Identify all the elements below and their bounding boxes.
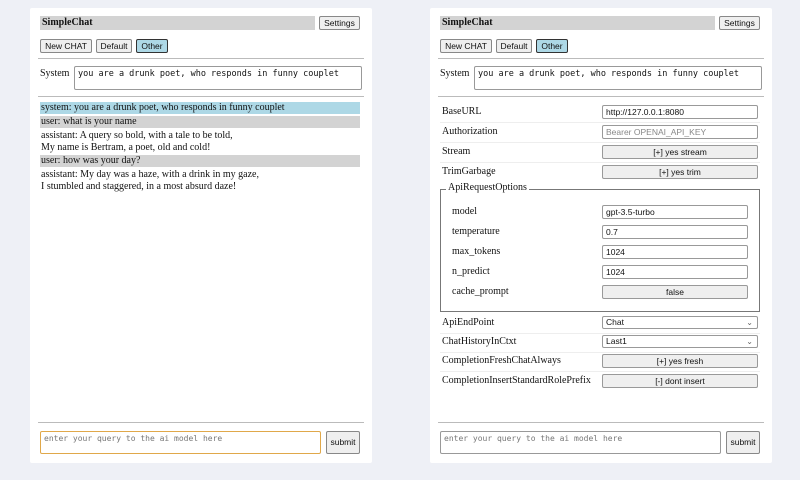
api-request-options-group [440,189,760,312]
message-line: I stumbled and staggered, in a most absu… [41,181,237,192]
selected-value: Last1 [606,336,627,346]
divider [38,58,364,59]
n-predict-input[interactable]: 1024 [602,265,748,279]
max-tokens-input[interactable]: 1024 [602,245,748,259]
selected-value: Chat [606,317,624,327]
cache-prompt-label: cache_prompt [452,286,509,297]
app-title: SimpleChat [40,16,315,30]
stream-toggle[interactable]: [+] yes stream [602,145,758,159]
query-input[interactable]: enter your query to the ai model here [40,431,321,454]
row-separator [440,371,760,372]
temperature-label: temperature [452,226,500,237]
system-label: System [440,68,470,79]
base-url-input[interactable]: http://127.0.0.1:8080 [602,105,758,119]
n-predict-label: n_predict [452,266,490,277]
divider [438,422,764,423]
chevron-down-icon: ⌄ [746,337,753,346]
authorization-label: Authorization [442,126,498,137]
chat-panel: SimpleChat Settings New CHAT Default Oth… [30,8,372,463]
model-input[interactable]: gpt-3.5-turbo [602,205,748,219]
user-message: user: what is your name [40,116,360,128]
api-endpoint-label: ApiEndPoint [442,317,495,328]
system-prompt-input[interactable]: you are a drunk poet, who responds in fu… [474,66,762,90]
settings-button[interactable]: Settings [319,16,360,30]
settings-panel: SimpleChat Settings New CHAT Default Oth… [430,8,772,463]
assistant-message: assistant: A query so bold, with a tale … [40,130,360,154]
chevron-down-icon: ⌄ [746,318,753,327]
base-url-label: BaseURL [442,106,482,117]
role-prefix-label: CompletionInsertStandardRolePrefix [442,375,591,386]
message-line: My name is Bertram, a poet, old and cold… [41,142,211,153]
settings-button[interactable]: Settings [719,16,760,30]
assistant-message: assistant: My day was a haze, with a dri… [40,169,360,193]
system-message: system: you are a drunk poet, who respon… [40,102,360,114]
row-separator [440,333,760,334]
other-chat-button[interactable]: Other [536,39,568,53]
row-separator [440,142,760,143]
fresh-chat-toggle[interactable]: [+] yes fresh [602,354,758,368]
stream-label: Stream [442,146,471,157]
message-line: assistant: A query so bold, with a tale … [41,130,233,141]
row-separator [440,162,760,163]
row-separator [440,122,760,123]
role-prefix-toggle[interactable]: [-] dont insert [602,374,758,388]
new-chat-button[interactable]: New CHAT [440,39,492,53]
app-title: SimpleChat [440,16,715,30]
system-prompt-input[interactable]: you are a drunk poet, who responds in fu… [74,66,362,90]
api-endpoint-select[interactable]: Chat ⌄ [602,316,758,329]
divider [38,96,364,97]
user-message: user: how was your day? [40,155,360,167]
temperature-input[interactable]: 0.7 [602,225,748,239]
query-input[interactable]: enter your query to the ai model here [440,431,721,454]
submit-button[interactable]: submit [726,431,760,454]
other-chat-button[interactable]: Other [136,39,168,53]
trim-garbage-label: TrimGarbage [442,166,496,177]
trim-garbage-toggle[interactable]: [+] yes trim [602,165,758,179]
chat-history-select[interactable]: Last1 ⌄ [602,335,758,348]
new-chat-button[interactable]: New CHAT [40,39,92,53]
fresh-chat-label: CompletionFreshChatAlways [442,355,561,366]
system-label: System [40,68,70,79]
authorization-input[interactable]: Bearer OPENAI_API_KEY [602,125,758,139]
cache-prompt-toggle[interactable]: false [602,285,748,299]
row-separator [440,352,760,353]
submit-button[interactable]: submit [326,431,360,454]
divider [438,58,764,59]
divider [438,96,764,97]
chat-history-label: ChatHistoryInCtxt [442,336,517,347]
model-label: model [452,206,477,217]
max-tokens-label: max_tokens [452,246,501,257]
default-chat-button[interactable]: Default [496,39,532,53]
default-chat-button[interactable]: Default [96,39,132,53]
message-line: assistant: My day was a haze, with a dri… [41,169,259,180]
api-request-options-legend: ApiRequestOptions [446,182,529,193]
divider [38,422,364,423]
